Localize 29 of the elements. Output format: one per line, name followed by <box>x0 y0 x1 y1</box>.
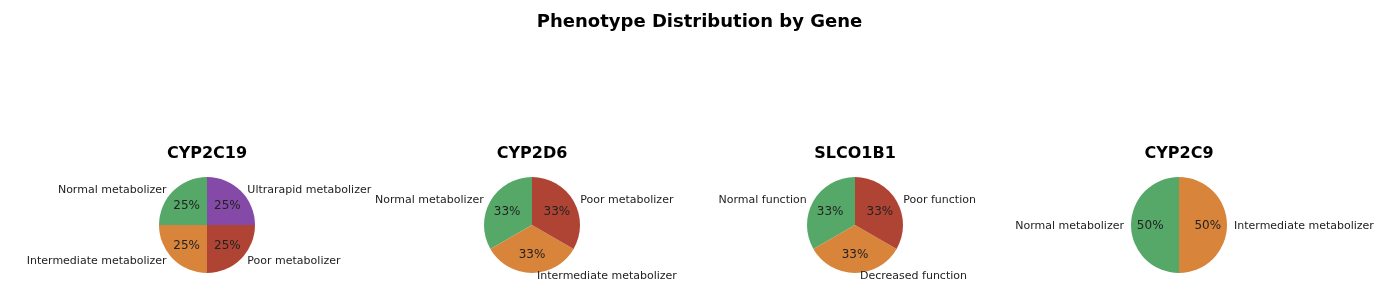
chart-title: CYP2C19 <box>166 142 248 162</box>
data-label: 25% <box>173 238 200 253</box>
data-label: 50% <box>1194 218 1222 232</box>
slice-label: Intermediate metabolizer <box>26 253 168 267</box>
chart-title: CYP2D6 <box>496 142 568 162</box>
data-label: 25% <box>173 197 200 212</box>
slice-label: Intermediate metabolizer <box>537 268 678 282</box>
slice-label: Normal function <box>718 193 807 207</box>
data-label: 33% <box>518 246 546 261</box>
data-label: 33% <box>816 203 844 218</box>
data-label: 33% <box>841 246 869 261</box>
data-label: 25% <box>214 197 241 212</box>
slice-label: Ultrarapid metabolizer <box>247 183 372 197</box>
slice-label: Normal metabolizer <box>57 183 168 197</box>
data-label: 25% <box>214 238 241 253</box>
text: Phenotype Distribution by Gene <box>536 10 863 31</box>
data-label: 33% <box>493 203 521 218</box>
data-label: 33% <box>866 203 894 218</box>
data-label: 50% <box>1136 218 1164 232</box>
data-label: 33% <box>543 203 571 218</box>
chart-title: CYP2C9 <box>1144 142 1214 162</box>
chart-title: SLCO1B1 <box>814 142 896 162</box>
slice-label: Intermediate metabolizer <box>1234 218 1375 232</box>
slice-label: Poor metabolizer <box>580 193 674 207</box>
slice-label: Poor function <box>903 193 976 207</box>
slice-label: Normal metabolizer <box>374 193 485 207</box>
slice-label: Poor metabolizer <box>247 253 341 267</box>
slice-label: Normal metabolizer <box>1015 218 1125 232</box>
slice-label: Decreased function <box>860 268 968 282</box>
